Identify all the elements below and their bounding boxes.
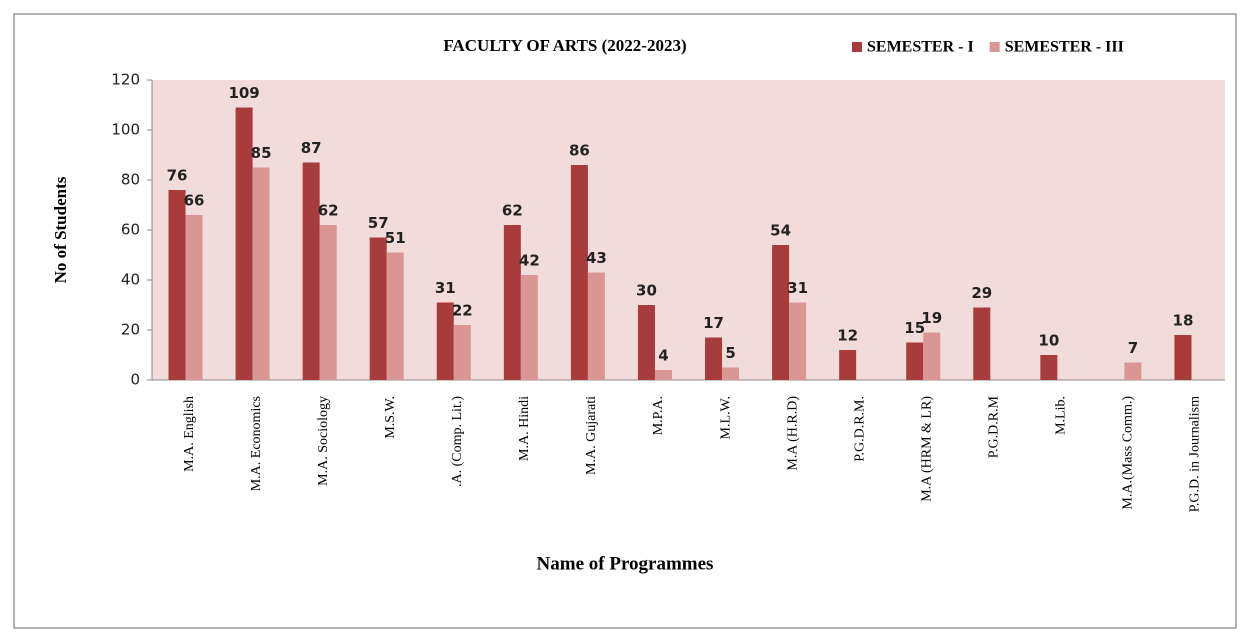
data-label: 43 <box>586 249 607 267</box>
bar <box>520 275 538 380</box>
data-label: 22 <box>452 302 473 320</box>
data-label: 62 <box>502 202 523 220</box>
y-tick-label: 100 <box>111 121 140 139</box>
y-tick-label: 120 <box>111 71 140 89</box>
data-label: 76 <box>167 167 188 185</box>
x-tick-label: M.L.W. <box>718 396 733 439</box>
data-label: 10 <box>1038 332 1059 350</box>
y-tick-label: 60 <box>121 221 140 239</box>
bar <box>319 225 337 380</box>
legend-swatch <box>852 42 862 52</box>
x-tick-label: M.A.(Mass Comm.) <box>1121 396 1136 510</box>
data-label: 5 <box>725 344 735 362</box>
data-label: 17 <box>703 314 724 332</box>
x-axis-label: Name of Programmes <box>537 553 714 574</box>
bar <box>772 245 790 380</box>
legend-swatch <box>989 42 1000 52</box>
y-tick-label: 20 <box>121 321 140 339</box>
bar <box>1124 362 1142 380</box>
x-tick-label: .A. (Comp. Lit.) <box>450 396 465 487</box>
data-label: 54 <box>770 222 791 240</box>
data-label: 42 <box>519 252 540 270</box>
bar <box>722 367 740 380</box>
bar <box>973 307 991 380</box>
bar <box>637 305 655 380</box>
bar <box>1040 355 1058 380</box>
data-label: 29 <box>971 284 992 302</box>
data-label: 12 <box>837 327 858 345</box>
x-tick-label: P.G.D.R.M. <box>852 396 867 462</box>
data-label: 19 <box>921 309 942 327</box>
bar <box>503 225 521 380</box>
y-tick-label: 40 <box>121 271 140 289</box>
data-label: 86 <box>569 142 590 160</box>
bar <box>570 165 588 380</box>
bar <box>453 325 471 380</box>
y-tick-label: 0 <box>130 371 140 389</box>
data-label: 62 <box>318 202 339 220</box>
x-tick-label: M.Lib. <box>1054 396 1069 435</box>
bar <box>235 107 253 380</box>
data-label: 57 <box>368 214 389 232</box>
data-label: 66 <box>184 192 205 210</box>
x-tick-label: M.A. Sociology <box>316 396 331 486</box>
x-tick-label: M.S.W. <box>383 396 398 439</box>
bar <box>923 332 941 380</box>
bar <box>1174 335 1192 380</box>
chart-title: FACULTY OF ARTS (2022-2023) <box>443 36 686 55</box>
data-label: 31 <box>435 279 456 297</box>
data-label: 4 <box>658 347 668 365</box>
bar <box>839 350 857 380</box>
x-tick-label: M.P.A. <box>651 396 666 435</box>
bar <box>386 252 404 380</box>
bar <box>168 190 186 380</box>
x-tick-label: M.A (H.R.D) <box>785 396 800 471</box>
data-label: 31 <box>787 279 808 297</box>
y-axis-label: No of Students <box>51 176 70 283</box>
bar <box>436 302 454 380</box>
data-label: 51 <box>385 229 406 247</box>
data-label: 15 <box>904 319 925 337</box>
bar <box>705 337 723 380</box>
x-tick-label: P.G.D.R.M <box>987 395 1002 458</box>
bar <box>906 342 924 380</box>
data-label: 18 <box>1173 312 1194 330</box>
bar <box>302 162 320 380</box>
bar <box>185 215 203 380</box>
x-tick-label: M.A. English <box>182 396 197 472</box>
bar <box>252 167 270 380</box>
x-tick-label: M.A. Hindi <box>517 396 532 461</box>
x-tick-label: P.G.D. in Journalism <box>1188 396 1203 512</box>
x-tick-label: M.A. Gujarati <box>584 396 599 475</box>
data-label: 87 <box>301 139 322 157</box>
data-label: 85 <box>251 144 272 162</box>
y-tick-label: 80 <box>121 171 140 189</box>
bar <box>587 272 605 380</box>
data-label: 7 <box>1128 339 1138 357</box>
data-label: 30 <box>636 282 657 300</box>
x-tick-label: M.A (HRM & LR) <box>919 396 934 502</box>
legend-label: SEMESTER - I <box>867 39 974 56</box>
legend-label: SEMESTER - III <box>1005 39 1124 56</box>
bar <box>654 370 672 380</box>
data-label: 109 <box>228 84 259 102</box>
bar <box>789 302 807 380</box>
x-tick-label: M.A. Economics <box>249 396 264 491</box>
bar <box>369 237 387 380</box>
